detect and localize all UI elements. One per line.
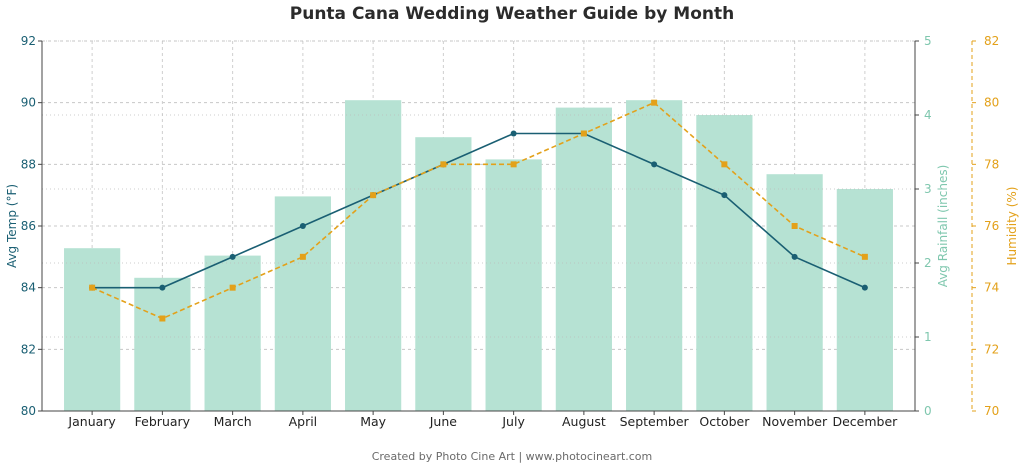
footer-credit: Created by Photo Cine Art | www.photocin… xyxy=(371,450,653,463)
rainfall-axis-label: Avg Rainfall (inches) xyxy=(936,165,950,288)
x-axis-tick-label: October xyxy=(699,414,750,429)
humidity-axis-tick-label: 82 xyxy=(984,34,999,48)
left-axis-tick-label: 86 xyxy=(21,219,36,233)
humidity-axis-tick-label: 78 xyxy=(984,157,999,171)
x-axis-tick-label: April xyxy=(289,414,318,429)
x-axis-tick-label: December xyxy=(832,414,898,429)
humidity-point xyxy=(651,99,658,106)
rainfall-bar xyxy=(415,137,472,411)
left-axis-tick-label: 90 xyxy=(21,96,36,110)
rainfall-axis-tick-label: 2 xyxy=(924,256,932,270)
rainfall-bar xyxy=(345,100,402,411)
humidity-point xyxy=(229,284,236,291)
humidity-point xyxy=(299,253,306,260)
chart-title: Punta Cana Wedding Weather Guide by Mont… xyxy=(289,4,735,24)
temperature-point xyxy=(510,130,517,137)
humidity-point xyxy=(370,192,377,199)
humidity-axis-tick-label: 70 xyxy=(984,404,999,418)
rainfall-bar xyxy=(64,248,121,411)
x-axis-tick-label: January xyxy=(67,414,116,429)
x-axis-tick-label: August xyxy=(562,414,606,429)
humidity-point xyxy=(580,130,587,137)
humidity-point xyxy=(159,315,166,322)
rainfall-bar xyxy=(555,107,612,411)
temperature-point xyxy=(721,192,728,199)
temperature-line xyxy=(92,132,866,289)
rainfall-bar xyxy=(626,100,683,411)
temperature-point xyxy=(299,223,306,229)
humidity-point xyxy=(861,253,868,260)
x-axis-tick-label: March xyxy=(214,414,252,429)
humidity-axis-label: Humidity (%) xyxy=(1005,187,1019,266)
rainfall-axis-tick-label: 0 xyxy=(924,404,932,418)
humidity-line xyxy=(91,101,866,320)
humidity-point xyxy=(440,161,447,168)
rainfall-axis-tick-label: 1 xyxy=(924,330,932,344)
temperature-point xyxy=(229,253,236,260)
temperature-point xyxy=(791,253,798,260)
humidity-point xyxy=(510,161,517,168)
humidity-axis-tick-label: 72 xyxy=(984,342,999,356)
x-axis-tick-label: June xyxy=(429,414,458,429)
temperature-point xyxy=(159,284,166,291)
rainfall-bar xyxy=(766,174,823,411)
left-axis-tick-label: 80 xyxy=(21,404,36,418)
left-axis-tick-label: 84 xyxy=(21,281,36,295)
humidity-point xyxy=(89,284,96,291)
humidity-point xyxy=(721,161,728,168)
temperature-point xyxy=(861,284,868,291)
humidity-axis-tick-label: 80 xyxy=(984,96,999,110)
left-axis-label: Avg Temp (°F) xyxy=(5,184,19,268)
rainfall-bar xyxy=(696,115,753,411)
rainfall-bar xyxy=(204,255,261,411)
rainfall-axis-tick-label: 5 xyxy=(924,34,932,48)
x-axis-tick-label: May xyxy=(360,414,386,429)
left-axis-tick-label: 82 xyxy=(21,342,36,356)
rainfall-bar xyxy=(836,189,893,411)
left-axis-tick-label: 92 xyxy=(21,34,36,48)
x-axis-tick-label: February xyxy=(135,414,191,429)
x-axis-tick-label: November xyxy=(762,414,828,429)
humidity-axis-tick-label: 74 xyxy=(984,281,999,295)
rainfall-bar xyxy=(134,277,191,411)
humidity-point xyxy=(791,223,798,229)
rainfall-bar xyxy=(485,159,542,411)
humidity-axis-tick-label: 76 xyxy=(984,219,999,233)
temperature-point xyxy=(651,161,658,168)
rainfall-axis-tick-label: 4 xyxy=(924,108,932,122)
rainfall-axis-tick-label: 3 xyxy=(924,182,932,196)
rainfall-bar xyxy=(274,196,331,411)
x-axis-tick-label: July xyxy=(501,414,525,429)
left-axis-tick-label: 88 xyxy=(21,157,36,171)
x-axis-tick-label: September xyxy=(620,414,690,429)
